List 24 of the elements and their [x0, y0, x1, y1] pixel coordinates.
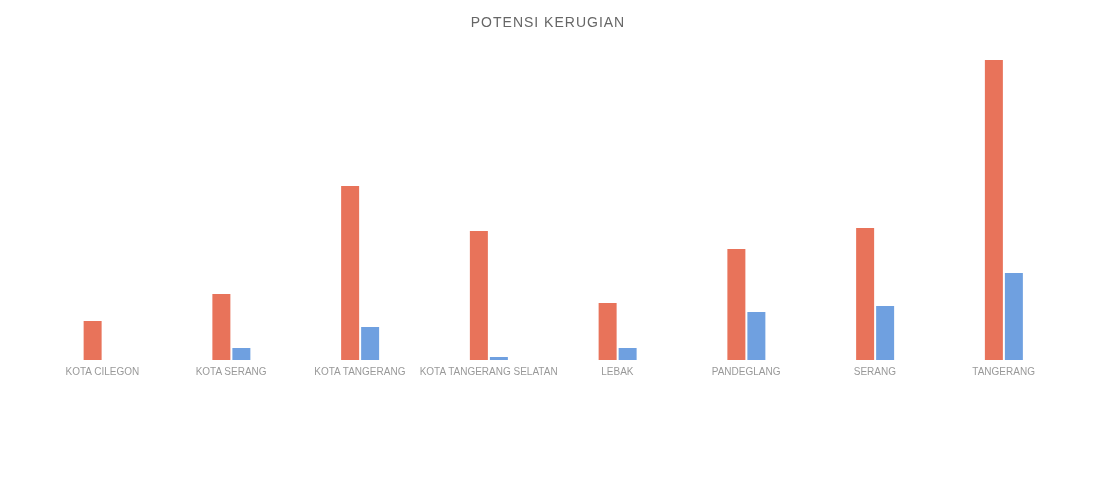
bar	[83, 321, 102, 360]
bar	[212, 294, 231, 360]
bar	[727, 249, 746, 360]
bar	[341, 186, 360, 360]
bar	[469, 231, 488, 360]
chart-title: POTENSI KERUGIAN	[469, 14, 627, 30]
x-tick-label: PANDEGLANG	[711, 366, 781, 378]
x-tick-label: TANGERANG	[972, 366, 1036, 378]
x-tick-label: KOTA TANGERANG SELATAN	[419, 366, 558, 378]
bar	[361, 327, 380, 360]
x-tick-label: KOTA TANGERANG	[314, 366, 406, 378]
bar	[1004, 273, 1023, 360]
x-tick-label: KOTA SERANG	[195, 366, 267, 378]
x-tick-label: SERANG	[853, 366, 897, 378]
bar	[747, 312, 766, 360]
x-tick-label: KOTA CILEGON	[65, 366, 140, 378]
bar	[984, 60, 1003, 360]
bar	[856, 228, 875, 360]
bar	[489, 357, 508, 360]
bar	[232, 348, 251, 360]
x-tick-label: LEBAK	[601, 366, 634, 378]
bar	[876, 306, 895, 360]
bar	[618, 348, 637, 360]
bar	[598, 303, 617, 360]
